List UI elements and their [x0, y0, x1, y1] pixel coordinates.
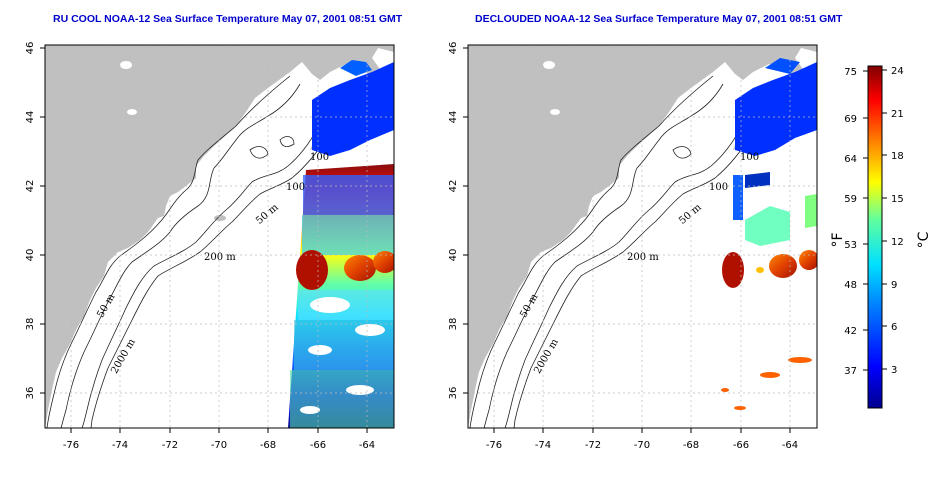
- x-tick-label: -68: [683, 440, 699, 451]
- f-tick-label: 53: [844, 240, 857, 251]
- f-tick-label: 69: [844, 114, 857, 125]
- c-tick-label: 24: [891, 66, 904, 77]
- y-tick-label: 42: [448, 180, 459, 193]
- fahrenheit-ticks: 75 69 64 59 53 48 42 37: [844, 67, 857, 377]
- c-tick-label: 12: [891, 237, 904, 248]
- right-panel-title: DECLOUDED NOAA-12 Sea Surface Temperatur…: [475, 13, 843, 25]
- celsius-ticks: 24 21 18 15 12 9 6 3: [891, 66, 904, 376]
- y-tick-label: 38: [25, 318, 36, 331]
- x-tick-label: -72: [585, 440, 601, 451]
- x-tick-label: -66: [310, 440, 326, 451]
- x-tick-label: -70: [634, 440, 650, 451]
- c-tick-label: 6: [891, 322, 897, 333]
- f-tick-label: 37: [844, 366, 857, 377]
- c-tick-label: 9: [891, 280, 897, 291]
- left-graticule: [45, 45, 394, 428]
- x-tick-label: -74: [112, 440, 128, 451]
- y-tick-label: 46: [25, 42, 36, 55]
- right-graticule: [468, 45, 817, 428]
- right-x-tick-labels: -76 -74 -72 -70 -68 -66 -64: [486, 440, 798, 451]
- contour-label: 100: [286, 182, 305, 193]
- c-tick-label: 21: [891, 109, 904, 120]
- c-tick-label: 15: [891, 194, 904, 205]
- celsius-unit-label: °C: [916, 231, 932, 248]
- c-tick-label: 18: [891, 151, 904, 162]
- land-mass: [45, 45, 394, 428]
- y-tick-label: 36: [25, 387, 36, 400]
- y-tick-label: 42: [25, 180, 36, 193]
- f-tick-label: 75: [844, 67, 857, 78]
- temperature-colorbar: 75 69 64 59 53 48 42 37 24 21 18 15 12 9…: [830, 65, 932, 409]
- fahrenheit-unit-label: °F: [830, 232, 846, 247]
- f-tick-label: 48: [844, 280, 857, 291]
- f-tick-label: 64: [844, 154, 857, 165]
- land-mass: [468, 45, 817, 428]
- x-tick-label: -64: [359, 440, 375, 451]
- contour-label: 100: [740, 152, 759, 163]
- x-tick-label: -76: [486, 440, 502, 451]
- x-tick-label: -72: [162, 440, 178, 451]
- y-tick-label: 40: [25, 249, 36, 262]
- right-map-panel: 100 100 50 m 200 m 50 m 2000 m -76 -74 -…: [448, 42, 818, 451]
- contour-label: 100: [310, 152, 329, 163]
- contour-label: 100: [709, 182, 728, 193]
- f-tick-label: 42: [844, 326, 857, 337]
- contour-label: 200 m: [627, 252, 659, 263]
- right-axis-ticks: [463, 47, 791, 433]
- y-tick-label: 40: [448, 249, 459, 262]
- y-tick-label: 38: [448, 318, 459, 331]
- left-y-tick-labels: 36 38 40 42 44 46: [25, 42, 36, 400]
- x-tick-label: -76: [63, 440, 79, 451]
- contour-label: 200 m: [204, 252, 236, 263]
- f-tick-label: 59: [844, 194, 857, 205]
- c-tick-label: 3: [891, 365, 897, 376]
- left-x-tick-labels: -76 -74 -72 -70 -68 -66 -64: [63, 440, 375, 451]
- left-panel-title: RU COOL NOAA-12 Sea Surface Temperature …: [53, 13, 403, 25]
- y-tick-label: 44: [25, 111, 36, 124]
- right-y-tick-labels: 36 38 40 42 44 46: [448, 42, 459, 400]
- x-tick-label: -66: [733, 440, 749, 451]
- y-tick-label: 46: [448, 42, 459, 55]
- left-axis-ticks: [40, 47, 368, 433]
- x-tick-label: -70: [211, 440, 227, 451]
- y-tick-label: 36: [448, 387, 459, 400]
- x-tick-label: -64: [782, 440, 798, 451]
- colorbar-gradient: [867, 65, 883, 409]
- x-tick-label: -68: [260, 440, 276, 451]
- y-tick-label: 44: [448, 111, 459, 124]
- x-tick-label: -74: [535, 440, 551, 451]
- left-map-panel: 100 100 50 m 200 m 50 m 2000 m -76 -74 -…: [25, 42, 395, 451]
